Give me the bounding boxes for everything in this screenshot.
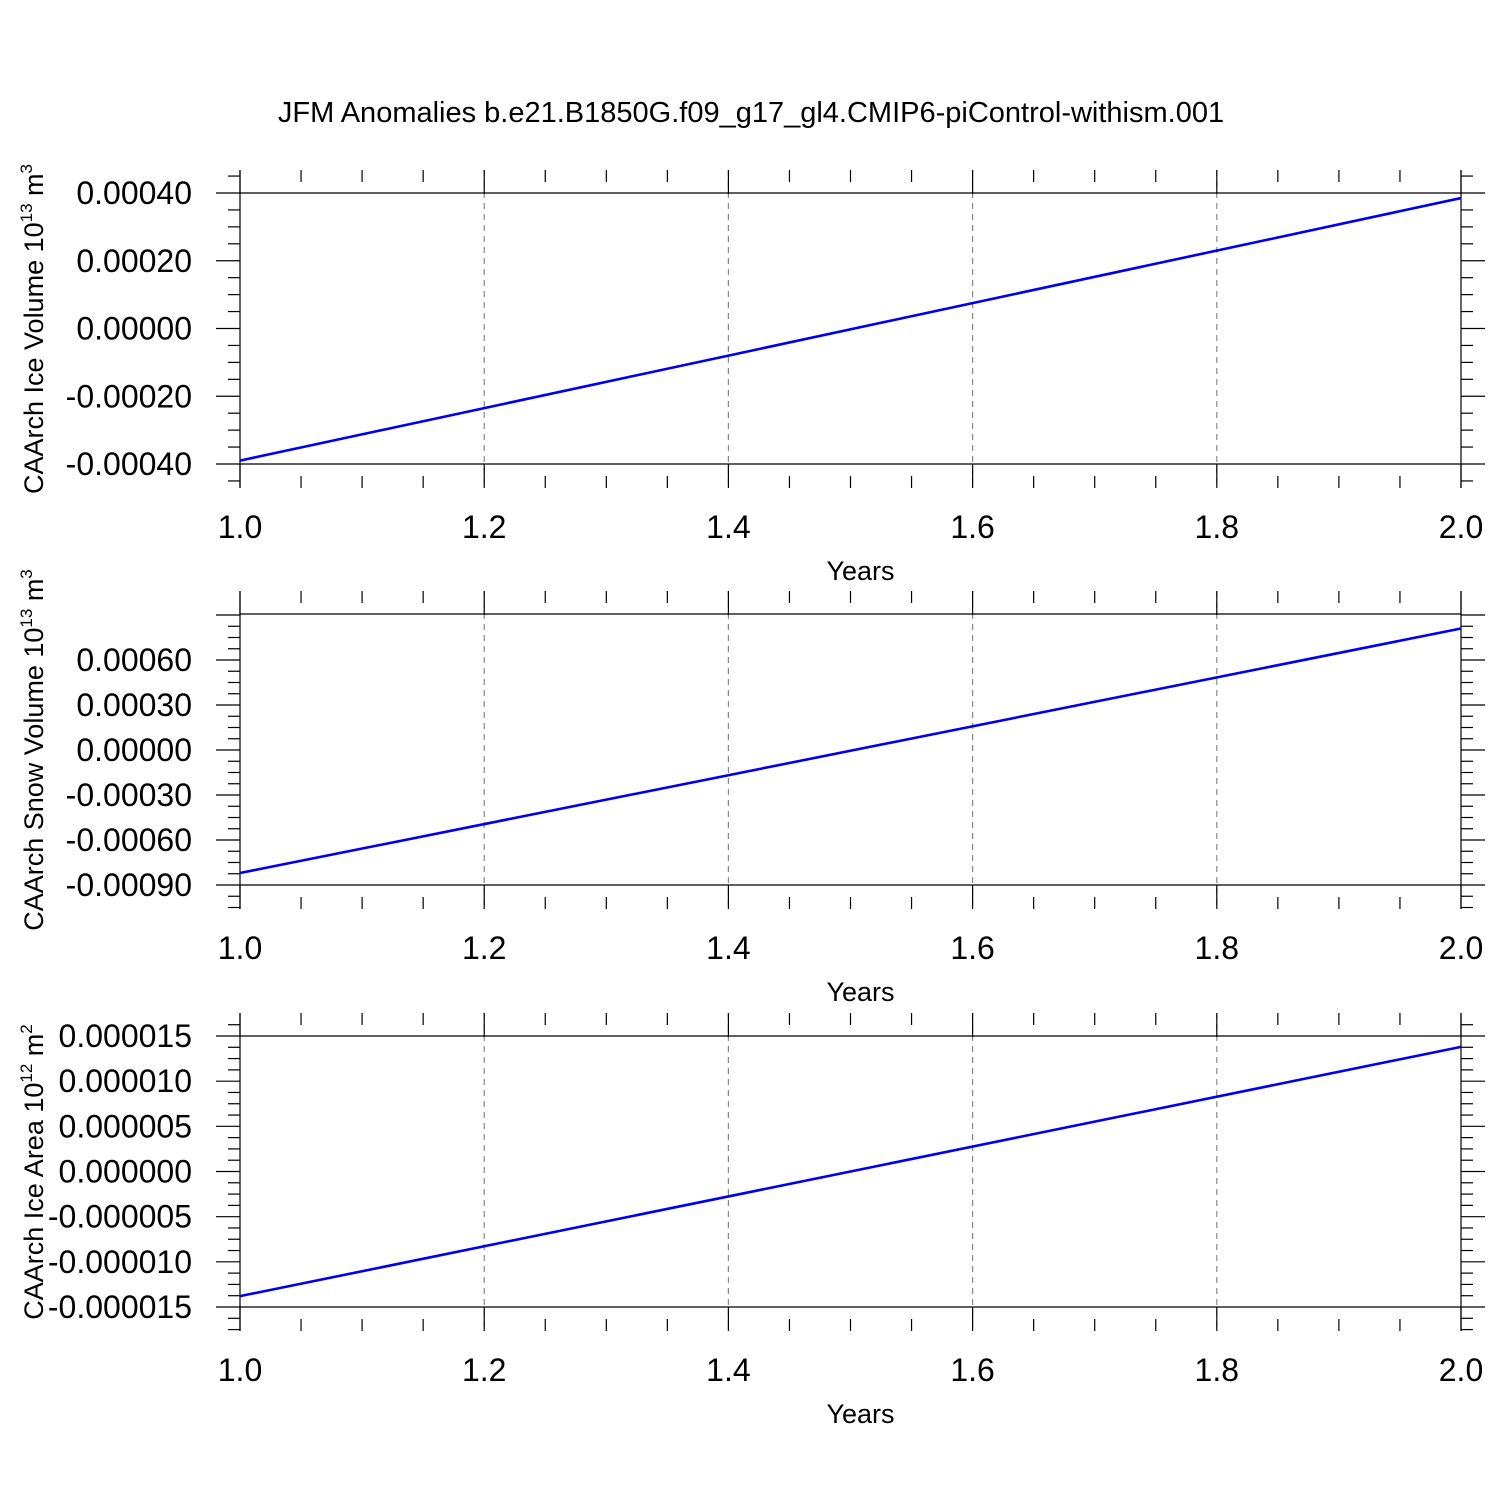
x-tick-label: 1.8 [1195,1352,1239,1388]
y-axis-label-exponent: 13 [17,203,36,222]
y-axis-label: CAArch Ice Area 1012 m2 [17,1024,49,1320]
y-tick-label: 0.00060 [76,642,192,678]
series-line-1 [239,196,1462,462]
x-tick-label: 2.0 [1439,930,1483,966]
x-tick-label: 1.2 [462,930,506,966]
x-tick-label: 1.0 [218,509,262,545]
y-axis-label: CAArch Ice Volume 1013 m3 [17,164,49,494]
x-tick-label: 2.0 [1439,509,1483,545]
y-tick-label: 0.00030 [76,687,192,723]
series-line-1 [239,627,1462,875]
y-tick-label: 0.000000 [59,1154,192,1190]
y-tick-label: 0.00000 [76,732,192,768]
x-tick-label: 1.2 [462,509,506,545]
y-tick-label: 0.00040 [76,175,192,211]
y-tick-label: -0.00020 [66,378,192,414]
x-tick-label: 1.6 [950,930,994,966]
y-axis-label-unit: m [19,1034,49,1064]
y-axis-label: CAArch Snow Volume 1013 m3 [17,569,49,931]
chart-panel-3: 0.000015 0.000010 0.000005 0.000000 -0.00000… [17,1013,1485,1429]
x-tick-label: 1.8 [1195,930,1239,966]
y-tick-label: -0.000005 [48,1199,192,1235]
x-tick-label: 1.0 [218,930,262,966]
x-tick-label: 1.4 [706,1352,750,1388]
y-tick-label: 0.000010 [59,1063,192,1099]
series-line-1 [239,1045,1462,1298]
y-tick-label: -0.00090 [66,867,192,903]
y-axis-label-unit-exponent: 3 [17,164,36,173]
y-tick-label: -0.00030 [66,777,192,813]
x-tick-label: 1.6 [950,1352,994,1388]
x-tick-label: 1.6 [950,509,994,545]
y-tick-label: 0.00020 [76,243,192,279]
chart-panel-1: 0.00040 0.00020 0.00000 -0.00020 -0.00040 1.0… [17,164,1485,586]
y-axis-label-unit-exponent: 2 [17,1024,36,1033]
y-axis-label-unit-exponent: 3 [17,569,36,578]
y-axis-label-main: CAArch Snow Volume 10 [19,628,49,931]
y-axis-label-unit: m [19,173,49,203]
y-tick-label: -0.000010 [48,1244,192,1280]
x-axis-label: Years [826,977,894,1007]
chart-panel-2: 0.00060 0.00030 0.00000 -0.00030 -0.00060 -0.… [17,569,1485,1007]
x-tick-label: 1.8 [1195,509,1239,545]
y-tick-label: 0.00000 [76,311,192,347]
y-axis-label-exponent: 12 [17,1064,36,1083]
y-axis-label-main: CAArch Ice Area 10 [19,1083,49,1320]
y-tick-label: -0.000015 [48,1289,192,1325]
y-tick-label: 0.000005 [59,1108,192,1144]
panels: 0.00040 0.00020 0.00000 -0.00020 -0.00040 1.0… [17,164,1485,1429]
y-tick-label: -0.00060 [66,822,192,858]
y-tick-label: -0.00040 [66,446,192,482]
x-axis-label: Years [826,556,894,586]
x-tick-label: 1.2 [462,1352,506,1388]
figure-title: JFM Anomalies b.e21.B1850G.f09_g17_gl4.C… [278,97,1224,129]
y-axis-label-exponent: 13 [17,609,36,628]
x-tick-label: 1.4 [706,930,750,966]
x-tick-label: 2.0 [1439,1352,1483,1388]
y-axis-label-main: CAArch Ice Volume 10 [19,222,49,494]
x-axis-label: Years [826,1399,894,1429]
x-tick-label: 1.0 [218,1352,262,1388]
y-tick-label: 0.000015 [59,1018,192,1054]
y-axis-label-unit: m [19,579,49,609]
x-tick-label: 1.4 [706,509,750,545]
